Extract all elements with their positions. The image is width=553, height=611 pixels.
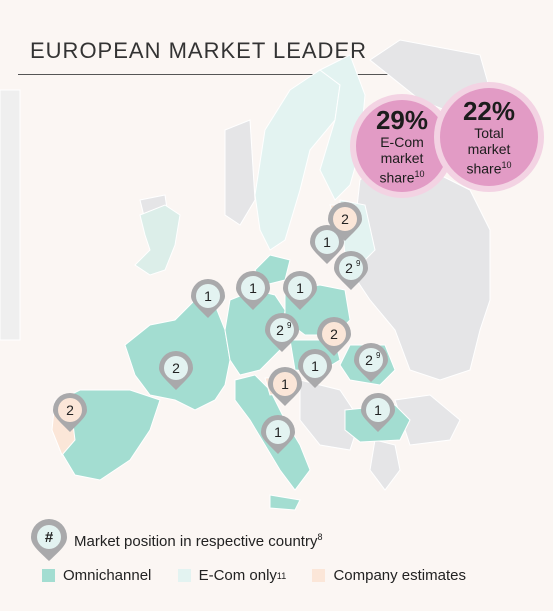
pin-value: 2 xyxy=(66,402,74,418)
page-title: EUROPEAN MARKET LEADER xyxy=(30,38,368,63)
total-share-value: 22% xyxy=(462,96,516,127)
market-pin-austria: 1 xyxy=(298,349,332,388)
ecom-only-swatch xyxy=(177,569,191,582)
market-position-pins: 212 91 1 12 922 112 92 11 xyxy=(53,202,395,454)
market-pin-netherlands: 1 xyxy=(191,279,225,318)
legend-position-text: Market position in respective country8 xyxy=(74,532,323,550)
ecom-share-footnote: 10 xyxy=(414,169,425,180)
legend-categories: Omnichannel E-Com only 11 Company estimat… xyxy=(42,567,488,587)
market-pin-italy: 1 xyxy=(261,415,295,454)
pin-footnote: 9 xyxy=(287,321,292,330)
market-pin-portugal: 2 xyxy=(53,393,87,432)
ecom-share-value: 29% xyxy=(375,105,429,136)
market-pin-switzerland: 1 xyxy=(268,367,302,406)
total-share-bubble: 22% Total market share10 xyxy=(440,88,538,186)
pin-value: 1 xyxy=(249,280,257,296)
legend-position-footnote: 8 xyxy=(317,532,323,542)
legend-pin-icon: # xyxy=(31,519,67,561)
market-pin-poland: 1 xyxy=(283,271,317,310)
company-estimates-swatch xyxy=(312,569,326,582)
pin-value: 1 xyxy=(374,402,382,418)
market-pin-slovakia: 2 xyxy=(317,317,351,356)
pin-value: 1 xyxy=(281,376,289,392)
market-pin-finland: 2 xyxy=(328,202,362,241)
market-pin-france: 2 xyxy=(159,351,193,390)
omnichannel-swatch xyxy=(42,569,55,582)
legend-position: Market position in respective country8 xyxy=(30,520,510,560)
market-pin-bulgaria: 1 xyxy=(361,393,395,432)
legend-pin-symbol: # xyxy=(45,529,54,546)
legend-ecom-only: E-Com only 11 xyxy=(177,567,286,584)
pin-value: 1 xyxy=(274,424,282,440)
pin-value: 2 xyxy=(365,352,373,368)
legend-omnichannel: Omnichannel xyxy=(42,567,151,584)
pin-value: 1 xyxy=(311,358,319,374)
pin-footnote: 9 xyxy=(356,259,361,268)
pin-value: 2 xyxy=(330,326,338,342)
ecom-share-line2: market xyxy=(380,150,424,167)
total-share-line3: share10 xyxy=(466,160,512,177)
pin-value: 1 xyxy=(323,234,331,250)
pin-value: 1 xyxy=(204,288,212,304)
ecom-share-bubble: 29% E-Com market share10 xyxy=(356,100,448,192)
pin-value: 2 xyxy=(345,260,353,276)
pin-footnote: 9 xyxy=(376,351,381,360)
pin-value: 2 xyxy=(172,360,180,376)
title-divider xyxy=(18,74,483,75)
pin-value: 2 xyxy=(276,322,284,338)
legend-company-estimates: Company estimates xyxy=(312,567,466,584)
market-pin-sweden: 1 xyxy=(310,225,344,264)
total-share-line1: Total xyxy=(474,125,504,142)
omnichannel-countries xyxy=(59,254,411,511)
total-share-line2: market xyxy=(467,141,511,158)
total-share-footnote: 10 xyxy=(501,160,512,171)
ecom-share-line1: E-Com xyxy=(380,134,424,151)
ecom-share-line3: share10 xyxy=(379,169,425,186)
other-land xyxy=(0,39,491,491)
pin-value: 2 xyxy=(341,211,349,227)
pin-value: 1 xyxy=(296,280,304,296)
market-pin-denmark: 1 xyxy=(236,271,270,310)
